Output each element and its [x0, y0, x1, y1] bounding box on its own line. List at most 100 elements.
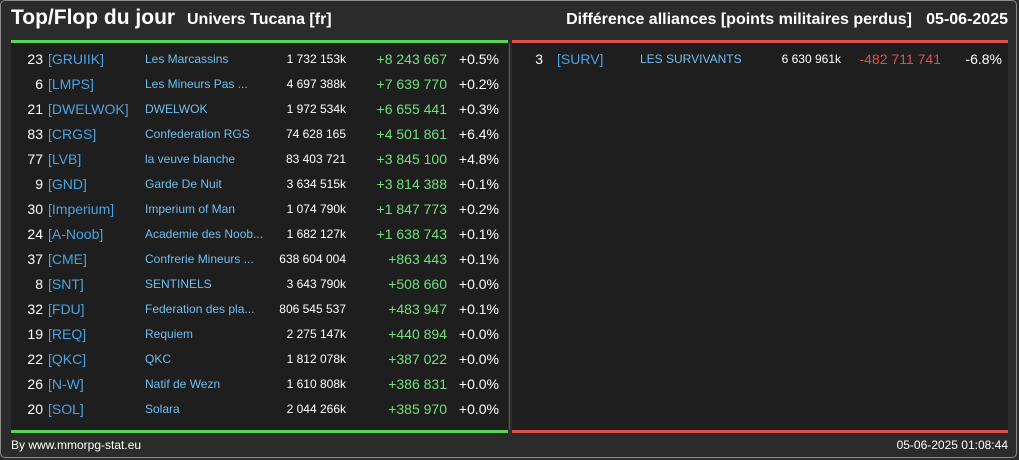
- alliance-name-link[interactable]: Requiem: [145, 327, 194, 341]
- top-row: 24 [A-Noob] Academie des Noob... 1 682 127k…: [11, 222, 508, 247]
- points-value: 806 545 537: [279, 302, 346, 316]
- alliance-name-link[interactable]: Confrerie Mineurs ...: [145, 252, 254, 266]
- rank: 19: [27, 326, 43, 342]
- ranking-subtitle: Différence alliances [points militaires …: [566, 11, 912, 28]
- alliance-name-link[interactable]: Confederation RGS: [145, 127, 250, 141]
- percent-change: +0.0%: [458, 276, 499, 292]
- top-row: 6 [LMPS] Les Mineurs Pas ... 4 697 388k +7 6…: [11, 72, 508, 97]
- top-row: 77 [LVB] la veuve blanche 83 403 721 +3 845 …: [11, 147, 508, 172]
- rank: 32: [27, 301, 43, 317]
- alliance-name-link[interactable]: la veuve blanche: [145, 152, 236, 166]
- top-row: 8 [SNT] SENTINELS 3 643 790k +508 660 +0.0%: [11, 272, 508, 297]
- points-value: 1 074 790k: [286, 202, 346, 216]
- top-panel: 23 [GRUIIK] Les Marcassins 1 732 153k +8 243…: [11, 40, 510, 433]
- alliance-name-link[interactable]: Natif de Wezn: [145, 377, 221, 391]
- alliance-tag-link[interactable]: [REQ]: [48, 326, 87, 342]
- difference-value: +483 947: [388, 301, 447, 317]
- alliance-name-link[interactable]: DWELWOK: [145, 102, 208, 116]
- page-title: Top/Flop du jour: [11, 6, 176, 29]
- alliance-tag-link[interactable]: [SURV]: [557, 51, 604, 67]
- rank: 37: [27, 251, 43, 267]
- alliance-tag-link[interactable]: [Imperium]: [48, 201, 115, 217]
- flop-panel: 3 [SURV] LES SURVIVANTS 6 630 961k -482 711 …: [512, 40, 1008, 433]
- alliance-name-link[interactable]: QKC: [145, 352, 172, 366]
- points-value: 3 634 515k: [286, 177, 346, 191]
- top-row: 30 [Imperium] Imperium of Man 1 074 790k +1 …: [11, 197, 508, 222]
- alliance-tag-link[interactable]: [CME]: [48, 251, 87, 267]
- difference-value: -482 711 741: [859, 51, 941, 67]
- percent-change: +0.5%: [458, 51, 499, 67]
- alliance-tag-link[interactable]: [N-W]: [48, 376, 84, 392]
- points-value: 2 044 266k: [286, 402, 346, 416]
- percent-change: +0.0%: [458, 326, 499, 342]
- alliance-tag-link[interactable]: [GRUIIK]: [48, 51, 105, 67]
- points-value: 1 732 153k: [286, 52, 346, 66]
- alliance-name-link[interactable]: SENTINELS: [145, 277, 212, 291]
- percent-change: +0.0%: [458, 376, 499, 392]
- points-value: 1 682 127k: [286, 227, 346, 241]
- points-value: 1 972 534k: [286, 102, 346, 116]
- percent-change: +0.1%: [458, 251, 499, 267]
- difference-value: +440 894: [388, 326, 447, 342]
- points-value: 1 812 078k: [286, 352, 346, 366]
- percent-change: +0.1%: [458, 176, 499, 192]
- alliance-name-link[interactable]: Federation des pla...: [145, 302, 255, 316]
- alliance-tag-link[interactable]: [SOL]: [48, 401, 84, 417]
- rank: 83: [27, 126, 43, 142]
- difference-value: +8 243 667: [376, 51, 447, 67]
- percent-change: +0.1%: [458, 226, 499, 242]
- alliance-tag-link[interactable]: [FDU]: [48, 301, 85, 317]
- alliance-name-link[interactable]: Solara: [145, 402, 180, 416]
- rank: 22: [27, 351, 43, 367]
- difference-value: +385 970: [388, 401, 447, 417]
- top-row: 26 [N-W] Natif de Wezn 1 610 808k +386 831 +0…: [11, 372, 508, 397]
- difference-value: +3 814 388: [376, 176, 447, 192]
- alliance-tag-link[interactable]: [LVB]: [48, 151, 82, 167]
- generated-timestamp: 05-06-2025 01:08:44: [896, 438, 1008, 452]
- rank: 21: [27, 101, 43, 117]
- percent-change: +0.2%: [458, 201, 499, 217]
- ranking-date: 05-06-2025: [926, 11, 1008, 28]
- top-row: 37 [CME] Confrerie Mineurs ... 638 604 004 +…: [11, 247, 508, 272]
- alliance-name-link[interactable]: Imperium of Man: [145, 202, 236, 216]
- alliance-tag-link[interactable]: [QKC]: [48, 351, 87, 367]
- difference-value: +508 660: [388, 276, 447, 292]
- alliance-name-link[interactable]: Les Marcassins: [145, 52, 229, 66]
- top-row: 23 [GRUIIK] Les Marcassins 1 732 153k +8 243…: [11, 47, 508, 72]
- points-value: 2 275 147k: [286, 327, 346, 341]
- alliance-tag-link[interactable]: [LMPS]: [48, 76, 94, 92]
- points-value: 4 697 388k: [286, 77, 346, 91]
- rank: 8: [35, 276, 43, 292]
- percent-change: +0.0%: [458, 351, 499, 367]
- rank: 30: [27, 201, 43, 217]
- alliance-name-link[interactable]: Garde De Nuit: [145, 177, 222, 191]
- rank: 20: [27, 401, 43, 417]
- rank: 24: [27, 226, 43, 242]
- alliance-name-link[interactable]: LES SURVIVANTS: [640, 52, 742, 66]
- rank: 26: [27, 376, 43, 392]
- difference-value: +7 639 770: [376, 76, 447, 92]
- alliance-tag-link[interactable]: [SNT]: [48, 276, 84, 292]
- points-value: 1 610 808k: [286, 377, 346, 391]
- alliance-tag-link[interactable]: [A-Noob]: [48, 226, 104, 242]
- alliance-tag-link[interactable]: [CRGS]: [48, 126, 97, 142]
- alliance-tag-link[interactable]: [GND]: [48, 176, 87, 192]
- difference-value: +4 501 861: [376, 126, 447, 142]
- top-row: 22 [QKC] QKC 1 812 078k +387 022 +0.0%: [11, 347, 508, 372]
- alliance-tag-link[interactable]: [DWELWOK]: [48, 101, 129, 117]
- points-value: 3 643 790k: [286, 277, 346, 291]
- difference-value: +6 655 441: [376, 101, 447, 117]
- top-row: 21 [DWELWOK] DWELWOK 1 972 534k +6 655 441 +0…: [11, 97, 508, 122]
- points-value: 74 628 165: [285, 127, 346, 141]
- percent-change: +0.0%: [458, 401, 499, 417]
- source-credit: By www.mmorpg-stat.eu: [11, 438, 142, 452]
- alliance-name-link[interactable]: Les Mineurs Pas ...: [145, 77, 248, 91]
- alliance-name-link[interactable]: Academie des Noob...: [145, 227, 264, 241]
- rank: 9: [35, 176, 43, 192]
- points-value: 83 403 721: [285, 152, 346, 166]
- difference-value: +863 443: [388, 251, 447, 267]
- difference-value: +1 638 743: [376, 226, 447, 242]
- flop-row: 3 [SURV] LES SURVIVANTS 6 630 961k -482 711 …: [512, 47, 1008, 72]
- percent-change: +4.8%: [458, 151, 499, 167]
- difference-value: +3 845 100: [376, 151, 447, 167]
